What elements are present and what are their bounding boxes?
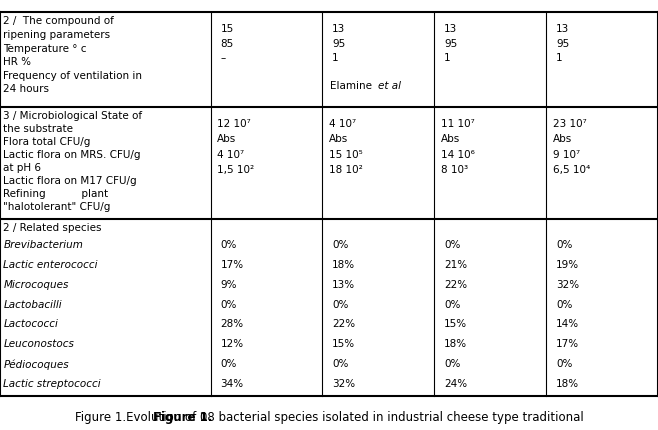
Text: 24%: 24% [444, 378, 467, 388]
Text: 14%: 14% [556, 319, 579, 329]
Text: 12%: 12% [220, 338, 243, 348]
Text: 13
95
1: 13 95 1 [444, 24, 457, 63]
Text: 0%: 0% [332, 240, 349, 249]
Text: 0%: 0% [332, 299, 349, 309]
Text: 18%: 18% [332, 259, 355, 269]
Text: 0%: 0% [556, 299, 572, 309]
Text: 28%: 28% [220, 319, 243, 329]
Text: 19%: 19% [556, 259, 579, 269]
Text: 32%: 32% [556, 279, 579, 289]
Text: 2 /  The compound of
ripening parameters
Temperature ° c
HR %
Frequency of venti: 2 / The compound of ripening parameters … [3, 16, 142, 94]
Text: Figure 1.Evolution of 08 bacterial species isolated in industrial cheese type tr: Figure 1.Evolution of 08 bacterial speci… [74, 410, 584, 423]
Text: 22%: 22% [444, 279, 467, 289]
Text: Pédiocoques: Pédiocoques [3, 358, 69, 369]
Text: 0%: 0% [220, 240, 237, 249]
Text: Figure 1.: Figure 1. [153, 410, 213, 423]
Text: 17%: 17% [220, 259, 243, 269]
Text: 0%: 0% [332, 358, 349, 368]
Text: 32%: 32% [332, 378, 355, 388]
Text: 15%: 15% [332, 338, 355, 348]
Text: 15%: 15% [444, 319, 467, 329]
Text: 0%: 0% [444, 358, 461, 368]
Text: 18%: 18% [444, 338, 467, 348]
Text: 0%: 0% [556, 240, 572, 249]
Text: 0%: 0% [220, 299, 237, 309]
Text: 34%: 34% [220, 378, 243, 388]
Text: 3 / Microbiological State of
the substrate
Flora total CFU/g
Lactic flora on MRS: 3 / Microbiological State of the substra… [3, 111, 142, 212]
Text: Lactococci: Lactococci [3, 319, 58, 329]
Text: 2 / Related species: 2 / Related species [3, 222, 102, 232]
Text: Microcoques: Microcoques [3, 279, 68, 289]
Text: 18%: 18% [556, 378, 579, 388]
Text: 15
85
–: 15 85 – [220, 24, 234, 63]
Text: 4 10⁷
Abs
15 10⁵
18 10²: 4 10⁷ Abs 15 10⁵ 18 10² [329, 118, 363, 175]
Text: 0%: 0% [556, 358, 572, 368]
Text: 22%: 22% [332, 319, 355, 329]
Text: 12 10⁷
Abs
4 10⁷
1,5 10²: 12 10⁷ Abs 4 10⁷ 1,5 10² [217, 118, 254, 175]
Text: Leuconostocs: Leuconostocs [3, 338, 74, 348]
Text: Lactic enterococci: Lactic enterococci [3, 259, 98, 269]
Text: 0%: 0% [444, 240, 461, 249]
Text: Brevibacterium: Brevibacterium [3, 240, 83, 249]
Text: 13
95
1: 13 95 1 [332, 24, 345, 63]
Text: 21%: 21% [444, 259, 467, 269]
Text: Lactobacilli: Lactobacilli [3, 299, 62, 309]
Text: 11 10⁷
Abs
14 10⁶
8 10³: 11 10⁷ Abs 14 10⁶ 8 10³ [441, 118, 474, 175]
Text: et al: et al [378, 81, 401, 91]
Text: 0%: 0% [220, 358, 237, 368]
Text: 13
95
1: 13 95 1 [556, 24, 569, 63]
Text: 17%: 17% [556, 338, 579, 348]
Text: Lactic streptococci: Lactic streptococci [3, 378, 101, 388]
Text: 0%: 0% [444, 299, 461, 309]
Text: 9%: 9% [220, 279, 237, 289]
Text: 13%: 13% [332, 279, 355, 289]
Text: 23 10⁷
Abs
9 10⁷
6,5 10⁴: 23 10⁷ Abs 9 10⁷ 6,5 10⁴ [553, 118, 590, 175]
Text: Elamine: Elamine [330, 81, 378, 91]
